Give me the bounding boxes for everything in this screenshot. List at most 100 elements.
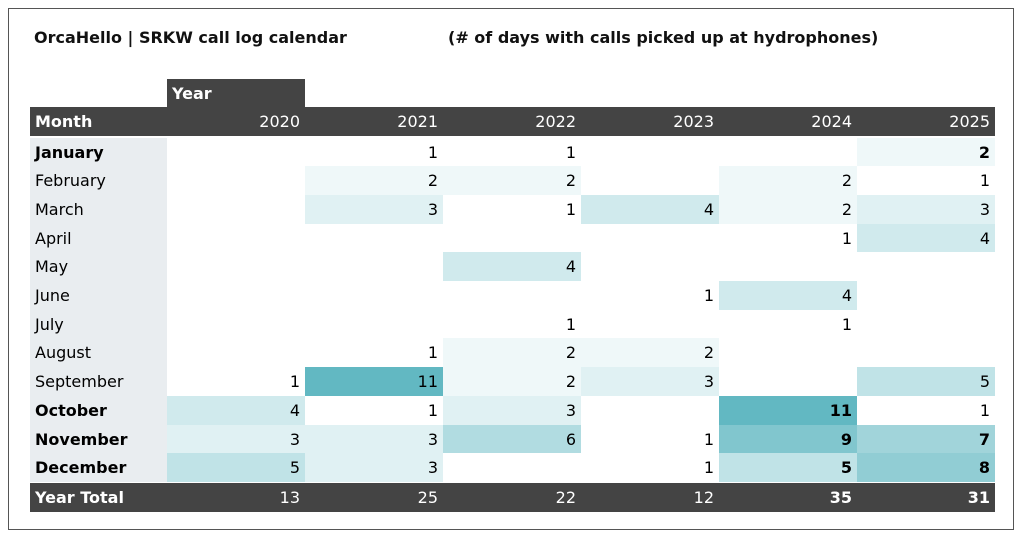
cell: 3 (167, 424, 305, 454)
cell (581, 137, 719, 167)
cell: 2 (581, 338, 719, 368)
cell (305, 281, 443, 311)
month: June (30, 281, 167, 311)
cell: 4 (167, 395, 305, 425)
total: 12 (581, 482, 719, 512)
cell (167, 166, 305, 196)
cell (443, 223, 581, 253)
cell: 3 (305, 424, 443, 454)
year-header: 2025 (857, 107, 995, 136)
cell: 1 (443, 194, 581, 225)
cell: 2 (719, 194, 857, 225)
cell: 1 (857, 166, 995, 196)
month: April (30, 223, 167, 253)
cell (305, 252, 443, 282)
cell (443, 453, 581, 483)
cell (581, 309, 719, 339)
year-header: 2024 (719, 107, 857, 136)
month: January (30, 137, 167, 167)
month: October (30, 395, 167, 425)
cell: 1 (719, 309, 857, 339)
cell (443, 281, 581, 311)
cell (167, 338, 305, 368)
cell: 2 (443, 367, 581, 397)
year-header: 2021 (305, 107, 443, 136)
cell (305, 309, 443, 339)
total: 35 (719, 482, 857, 512)
cell: 3 (443, 395, 581, 425)
frame (8, 8, 1014, 530)
cell: 1 (719, 223, 857, 253)
cell: 2 (857, 137, 995, 167)
cell (581, 223, 719, 253)
cell: 1 (305, 395, 443, 425)
cell: 1 (305, 338, 443, 368)
cell: 3 (857, 194, 995, 225)
cell: 7 (857, 424, 995, 454)
cell: 11 (719, 395, 857, 425)
month: August (30, 338, 167, 368)
month: July (30, 309, 167, 339)
total: 13 (167, 482, 305, 512)
cell (719, 338, 857, 368)
year-header: 2022 (443, 107, 581, 136)
cell: 2 (443, 166, 581, 196)
cell: 9 (719, 424, 857, 454)
cell: 1 (857, 395, 995, 425)
month: September (30, 367, 167, 397)
cell: 6 (443, 424, 581, 454)
cell: 1 (581, 453, 719, 483)
cell (857, 309, 995, 339)
month: May (30, 252, 167, 282)
cell: 1 (443, 309, 581, 339)
cell: 2 (305, 166, 443, 196)
cell (167, 194, 305, 225)
total-label: Year Total (30, 482, 167, 512)
cell: 5 (167, 453, 305, 483)
cell (167, 309, 305, 339)
month: November (30, 424, 167, 454)
cell: 5 (719, 453, 857, 483)
cell (857, 281, 995, 311)
month-label: Month (30, 107, 167, 136)
cell: 4 (857, 223, 995, 253)
cell: 2 (719, 166, 857, 196)
cell: 5 (857, 367, 995, 397)
cell: 8 (857, 453, 995, 483)
cell: 1 (581, 281, 719, 311)
cell: 2 (443, 338, 581, 368)
cell: 4 (443, 252, 581, 282)
cell: 1 (305, 137, 443, 167)
cell (167, 223, 305, 253)
month: March (30, 194, 167, 225)
year-label: Year (167, 79, 305, 108)
cell: 3 (305, 453, 443, 483)
month: December (30, 453, 167, 483)
cell (167, 137, 305, 167)
cell (167, 281, 305, 311)
cell (167, 252, 305, 282)
cell (719, 137, 857, 167)
subtitle: (# of days with calls picked up at hydro… (448, 28, 879, 47)
total: 22 (443, 482, 581, 512)
cell: 4 (719, 281, 857, 311)
title: OrcaHello | SRKW call log calendar (34, 28, 347, 47)
cell (305, 223, 443, 253)
year-header: 2023 (581, 107, 719, 136)
cell (719, 252, 857, 282)
cell: 1 (443, 137, 581, 167)
cell (581, 252, 719, 282)
cell: 11 (305, 367, 443, 397)
cell (581, 166, 719, 196)
total: 31 (857, 482, 995, 512)
cell: 3 (581, 367, 719, 397)
cell (857, 252, 995, 282)
month: February (30, 166, 167, 196)
cell: 3 (305, 194, 443, 225)
cell: 1 (581, 424, 719, 454)
year-header: 2020 (167, 107, 305, 136)
cell: 4 (581, 194, 719, 225)
cell (581, 395, 719, 425)
total: 25 (305, 482, 443, 512)
